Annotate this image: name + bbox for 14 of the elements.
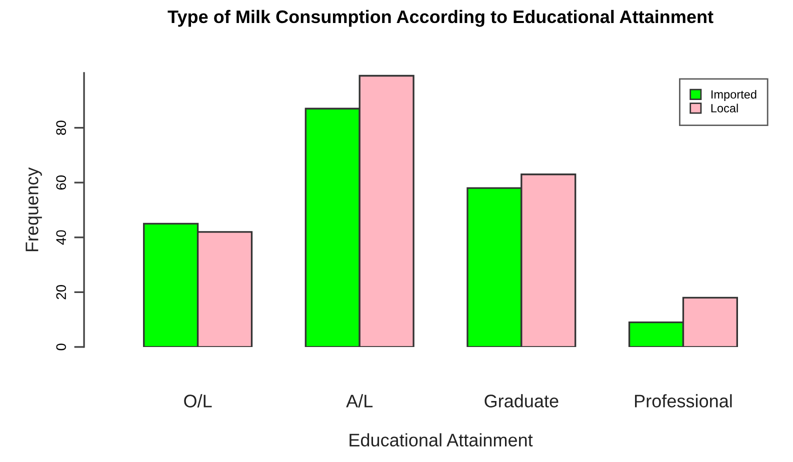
legend-label: Imported [711,90,756,101]
x-tick-label: O/L [184,394,212,408]
y-tick-label: 80 [56,120,66,135]
y-tick-label: 0 [56,344,66,350]
x-tick-label: Graduate [484,394,558,408]
x-tick-label: Professional [635,394,732,408]
x-tick-label: A/L [346,394,373,408]
chart-title: Type of Milk Consumption According to Educational Attainment [168,10,714,27]
legend-label: Local [711,104,738,112]
x-axis-title: Educational Attainment [350,433,533,446]
y-tick-label: 20 [56,284,66,300]
y-axis-title: Frequency [26,167,42,252]
y-tick-label: 40 [56,230,66,245]
y-tick-label: 60 [56,175,66,190]
